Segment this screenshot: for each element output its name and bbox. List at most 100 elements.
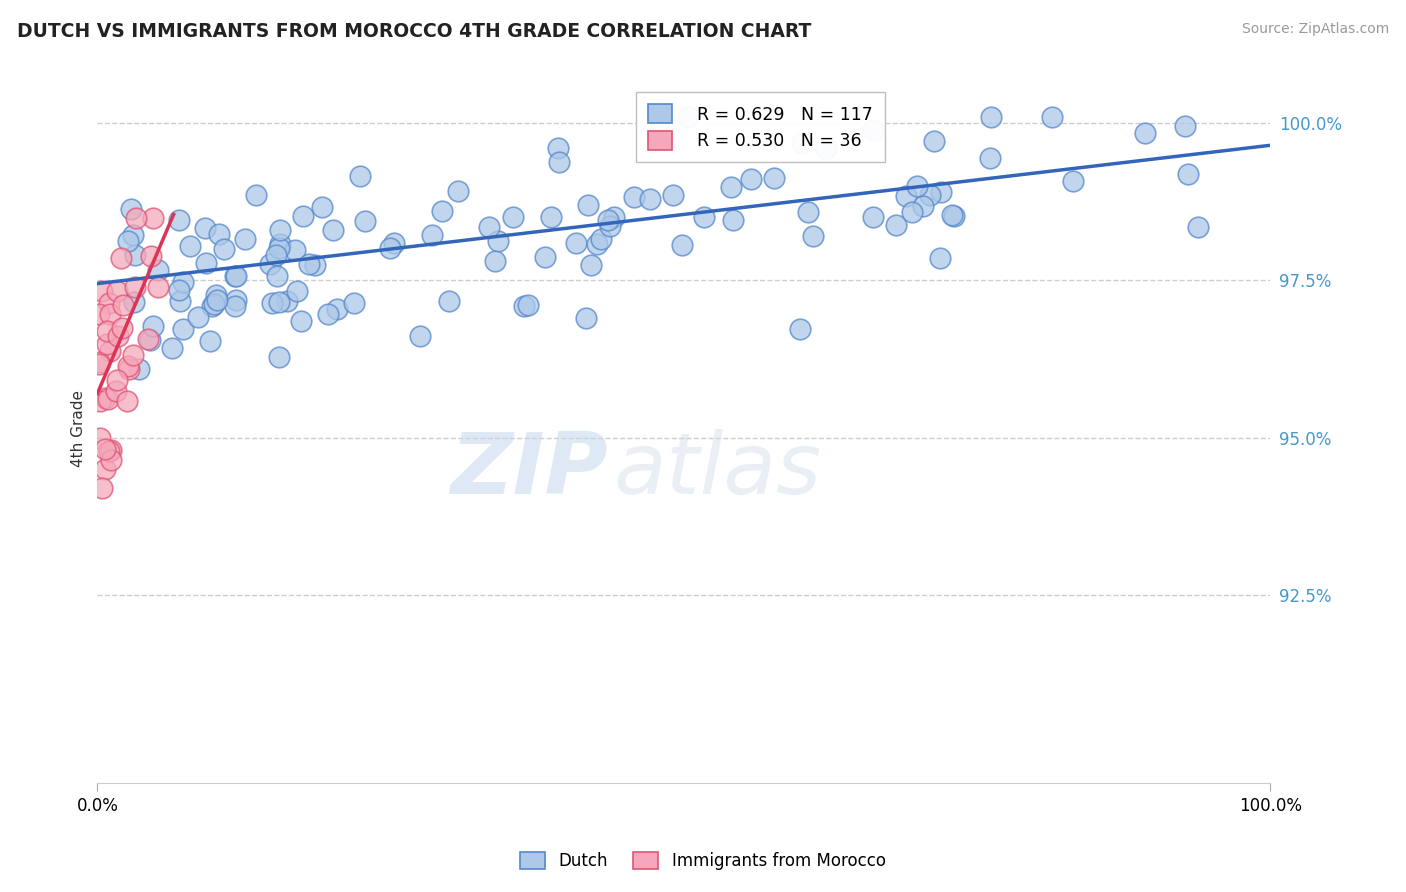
- Point: [862, 123, 884, 137]
- Point: [187, 310, 209, 325]
- Point: [382, 236, 405, 251]
- Point: [589, 232, 612, 246]
- Point: [354, 214, 377, 228]
- Point: [259, 257, 281, 271]
- Point: [267, 241, 290, 255]
- Point: [796, 204, 818, 219]
- Point: [929, 185, 952, 199]
- Text: atlas: atlas: [613, 429, 821, 512]
- Point: [291, 209, 314, 223]
- Point: [862, 210, 884, 224]
- Point: [142, 318, 165, 333]
- Point: [502, 211, 524, 225]
- Point: [117, 235, 139, 249]
- Point: [198, 334, 221, 348]
- Point: [142, 211, 165, 225]
- Point: [547, 141, 569, 155]
- Point: [208, 227, 231, 241]
- Point: [122, 227, 145, 242]
- Point: [100, 443, 122, 458]
- Legend:   R = 0.629   N = 117,   R = 0.530   N = 36: R = 0.629 N = 117, R = 0.530 N = 36: [636, 92, 884, 162]
- Point: [447, 184, 470, 198]
- Point: [478, 220, 501, 235]
- Point: [118, 362, 141, 376]
- Point: [912, 199, 935, 213]
- Point: [929, 251, 952, 265]
- Point: [136, 332, 159, 346]
- Point: [311, 200, 333, 214]
- Point: [1174, 119, 1197, 133]
- Point: [287, 285, 309, 299]
- Point: [565, 235, 588, 250]
- Point: [815, 141, 838, 155]
- Point: [269, 351, 291, 365]
- Point: [276, 293, 298, 308]
- Point: [169, 213, 191, 227]
- Point: [290, 314, 312, 328]
- Point: [233, 232, 256, 246]
- Point: [139, 334, 162, 348]
- Point: [578, 197, 600, 211]
- Point: [801, 228, 824, 243]
- Point: [195, 256, 218, 270]
- Point: [124, 280, 146, 294]
- Point: [124, 294, 146, 309]
- Point: [740, 171, 762, 186]
- Point: [98, 343, 121, 358]
- Point: [905, 178, 928, 193]
- Y-axis label: 4th Grade: 4th Grade: [72, 390, 86, 467]
- Point: [194, 221, 217, 235]
- Point: [89, 357, 111, 371]
- Point: [575, 310, 598, 325]
- Point: [169, 293, 191, 308]
- Point: [110, 251, 132, 265]
- Point: [942, 209, 965, 223]
- Point: [100, 452, 122, 467]
- Point: [205, 288, 228, 302]
- Point: [112, 297, 135, 311]
- Point: [322, 222, 344, 236]
- Point: [1040, 110, 1063, 124]
- Point: [486, 234, 509, 248]
- Point: [122, 348, 145, 362]
- Point: [596, 212, 619, 227]
- Point: [408, 329, 430, 343]
- Point: [894, 189, 917, 203]
- Point: [678, 110, 700, 124]
- Point: [516, 298, 538, 312]
- Point: [91, 284, 114, 298]
- Point: [343, 296, 366, 310]
- Point: [224, 269, 246, 284]
- Point: [548, 155, 571, 169]
- Point: [89, 393, 111, 408]
- Point: [422, 228, 444, 243]
- Point: [599, 219, 621, 233]
- Point: [167, 283, 190, 297]
- Point: [512, 299, 534, 313]
- Point: [139, 249, 162, 263]
- Point: [979, 151, 1001, 165]
- Point: [172, 322, 194, 336]
- Point: [204, 297, 226, 311]
- Point: [225, 293, 247, 307]
- Point: [579, 258, 602, 272]
- Point: [172, 275, 194, 289]
- Point: [586, 237, 609, 252]
- Point: [128, 361, 150, 376]
- Point: [105, 373, 128, 387]
- Point: [721, 213, 744, 227]
- Point: [94, 391, 117, 405]
- Point: [124, 211, 146, 225]
- Point: [96, 336, 118, 351]
- Point: [1133, 127, 1156, 141]
- Point: [146, 279, 169, 293]
- Point: [304, 258, 326, 272]
- Point: [120, 202, 142, 216]
- Point: [98, 307, 121, 321]
- Point: [980, 110, 1002, 124]
- Point: [179, 239, 201, 253]
- Point: [941, 208, 963, 222]
- Point: [638, 192, 661, 206]
- Point: [886, 218, 908, 232]
- Point: [146, 263, 169, 277]
